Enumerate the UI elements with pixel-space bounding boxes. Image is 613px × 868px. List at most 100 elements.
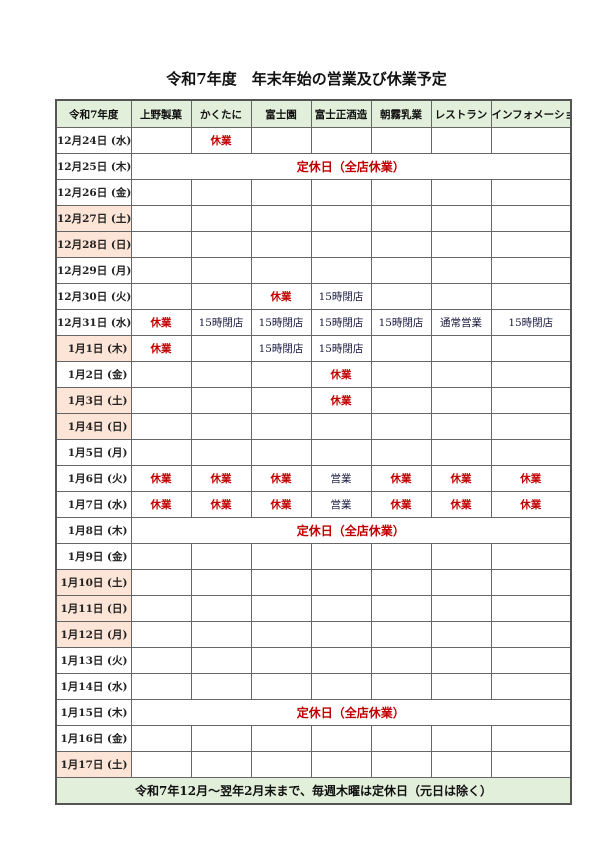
status-cell	[130, 595, 192, 622]
table-row: 1月12日 (月)	[55, 621, 572, 648]
status-cell	[310, 647, 372, 674]
page-title: 令和7年度 年末年始の営業及び休業予定	[166, 70, 447, 88]
table-row: 1月17日 (土)	[55, 751, 572, 778]
status-cell: 休業	[190, 127, 252, 154]
status-cell	[430, 361, 492, 388]
status-cell	[310, 543, 372, 570]
table-row: 1月8日 (木) 定休日（全店休業）	[55, 517, 572, 544]
status-cell: 休業	[370, 465, 432, 492]
status-cell	[190, 179, 252, 206]
table-row: 12月30日 (火) 休業 15時閉店	[55, 283, 572, 310]
status-cell	[190, 439, 252, 466]
status-cell	[190, 283, 252, 310]
status-cell	[190, 595, 252, 622]
table-row: 1月7日 (水) 休業 休業 休業 営業 休業 休業 休業	[55, 491, 572, 518]
status-cell	[430, 179, 492, 206]
status-cell	[490, 283, 572, 310]
status-cell: 休業	[250, 283, 312, 310]
table-row: 1月3日 (土) 休業	[55, 387, 572, 414]
status-cell	[490, 231, 572, 258]
date-cell: 1月9日 (金)	[55, 543, 132, 570]
status-cell	[250, 439, 312, 466]
status-cell	[250, 673, 312, 700]
status-cell	[430, 543, 492, 570]
status-cell	[250, 387, 312, 414]
status-cell	[430, 725, 492, 752]
status-cell	[430, 231, 492, 258]
status-cell	[490, 621, 572, 648]
status-cell	[490, 751, 572, 778]
status-cell	[430, 621, 492, 648]
date-cell: 1月12日 (月)	[55, 621, 132, 648]
status-cell: 休業	[370, 491, 432, 518]
date-cell: 12月28日 (日)	[55, 231, 132, 258]
date-cell: 1月3日 (土)	[55, 387, 132, 414]
status-cell	[310, 673, 372, 700]
status-cell	[130, 621, 192, 648]
table-row: 1月11日 (日)	[55, 595, 572, 622]
status-cell	[130, 231, 192, 258]
status-cell: 15時閉店	[190, 309, 252, 336]
status-cell	[490, 647, 572, 674]
date-cell: 1月7日 (水)	[55, 491, 132, 518]
status-cell	[310, 205, 372, 232]
status-cell	[130, 361, 192, 388]
status-cell: 休業	[130, 309, 192, 336]
status-cell	[430, 439, 492, 466]
date-cell: 1月16日 (金)	[55, 725, 132, 752]
column-header-store: インフォメーション	[490, 99, 572, 128]
status-cell	[370, 179, 432, 206]
status-cell	[370, 413, 432, 440]
date-cell: 12月29日 (月)	[55, 257, 132, 284]
status-cell	[130, 257, 192, 284]
status-cell: 15時閉店	[250, 309, 312, 336]
status-cell: 休業	[130, 335, 192, 362]
status-cell	[130, 127, 192, 154]
status-cell	[310, 595, 372, 622]
status-cell	[370, 569, 432, 596]
status-cell	[310, 751, 372, 778]
column-header-store: 朝霧乳業	[370, 99, 432, 128]
status-cell	[250, 569, 312, 596]
date-cell: 1月11日 (日)	[55, 595, 132, 622]
status-cell	[250, 179, 312, 206]
table-row: 12月29日 (月)	[55, 257, 572, 284]
status-cell: 休業	[130, 465, 192, 492]
status-cell	[130, 751, 192, 778]
status-cell	[370, 257, 432, 284]
footer-note: 令和7年12月～翌年2月末まで、毎週木曜は定休日（元日は除く）	[55, 777, 572, 805]
status-cell	[490, 257, 572, 284]
status-cell: 15時閉店	[310, 335, 372, 362]
status-cell	[190, 205, 252, 232]
status-cell	[310, 725, 372, 752]
status-cell: 休業	[130, 491, 192, 518]
column-header-store: 富士正酒造	[310, 99, 372, 128]
status-cell	[490, 387, 572, 414]
status-cell	[370, 647, 432, 674]
date-cell: 12月26日 (金)	[55, 179, 132, 206]
status-cell	[190, 543, 252, 570]
status-cell	[250, 751, 312, 778]
status-cell	[130, 543, 192, 570]
column-header-store: 上野製菓	[130, 99, 192, 128]
table-row: 1月4日 (日)	[55, 413, 572, 440]
column-header-store: かくたに	[190, 99, 252, 128]
table-row: 12月28日 (日)	[55, 231, 572, 258]
status-cell	[370, 283, 432, 310]
status-cell: 15時閉店	[370, 309, 432, 336]
status-cell: 15時閉店	[310, 283, 372, 310]
status-cell: 15時閉店	[310, 309, 372, 336]
status-cell	[310, 257, 372, 284]
status-cell: 休業	[310, 361, 372, 388]
date-cell: 1月5日 (月)	[55, 439, 132, 466]
table-row: 1月5日 (月)	[55, 439, 572, 466]
status-cell	[130, 673, 192, 700]
status-cell	[250, 647, 312, 674]
footer-row: 令和7年12月～翌年2月末まで、毎週木曜は定休日（元日は除く）	[55, 777, 572, 805]
status-cell: 休業	[250, 465, 312, 492]
date-cell: 12月31日 (水)	[55, 309, 132, 336]
status-cell	[190, 751, 252, 778]
status-cell	[430, 387, 492, 414]
status-cell	[130, 569, 192, 596]
status-cell	[310, 621, 372, 648]
